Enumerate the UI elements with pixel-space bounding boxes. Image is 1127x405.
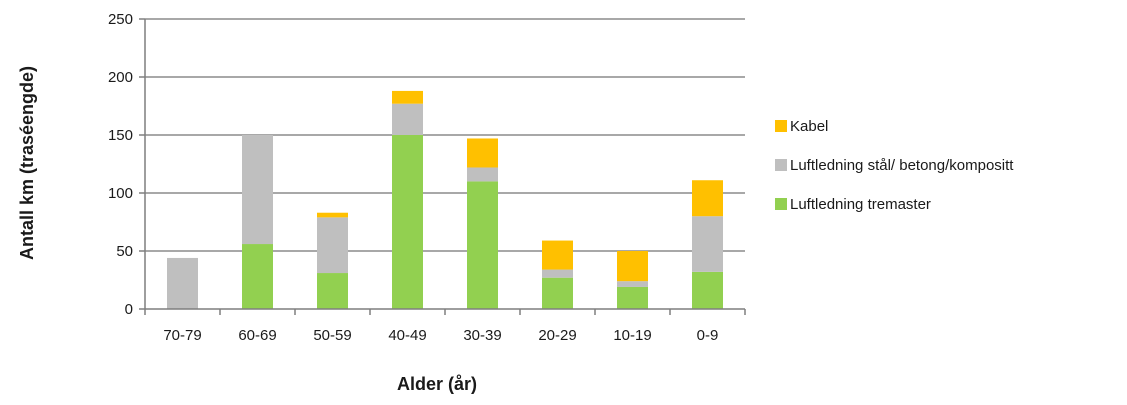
x-tick-label: 40-49: [388, 327, 426, 344]
bar-segment-30-39-series-1: [467, 167, 498, 182]
bar-segment-50-59-series-0: [317, 273, 348, 309]
legend-swatch: [775, 198, 787, 210]
legend-label: Kabel: [790, 118, 828, 135]
bar-segment-0-9-series-0: [692, 271, 723, 309]
bar-segment-10-19-series-0: [617, 286, 648, 309]
y-tick-label: 250: [108, 11, 133, 28]
x-tick-label: 0-9: [697, 327, 719, 344]
bar-segment-10-19-series-1: [617, 281, 648, 287]
x-tick-label: 70-79: [163, 327, 201, 344]
x-axis-title: Alder (år): [397, 374, 477, 394]
axes: 0 50 100 150 200 250 70-79 60-69 50-59 40-49 30-39…: [108, 11, 746, 344]
legend: Kabel Luftledning stål/ betong/kompositt L…: [775, 118, 1014, 213]
bar-segment-50-59-series-1: [317, 217, 348, 274]
legend-swatch: [775, 120, 787, 132]
x-tick-label: 60-69: [238, 327, 276, 344]
y-tick-label: 50: [116, 243, 133, 260]
gridlines: [145, 18, 745, 252]
x-tick-label: 20-29: [538, 327, 576, 344]
bar-segment-60-69-series-0: [242, 244, 273, 309]
bars: [167, 90, 723, 309]
bar-segment-40-49-series-1: [392, 103, 423, 135]
x-tick-label: 10-19: [613, 327, 651, 344]
y-tick-label: 200: [108, 69, 133, 86]
y-tick-label: 100: [108, 185, 133, 202]
bar-segment-70-79-series-1: [167, 257, 198, 309]
legend-swatch: [775, 159, 787, 171]
legend-label: Luftledning stål/ betong/kompositt: [790, 157, 1014, 174]
bar-segment-60-69-series-1: [242, 135, 273, 245]
y-tick-label: 150: [108, 127, 133, 144]
y-axis-title: Antall km (traséengde): [17, 66, 37, 260]
bar-segment-0-9-series-1: [692, 216, 723, 272]
bar-segment-10-19-series-2: [617, 251, 648, 282]
bar-segment-40-49-series-0: [392, 135, 423, 309]
bar-segment-30-39-series-2: [467, 138, 498, 168]
bar-segment-0-9-series-2: [692, 180, 723, 217]
legend-label: Luftledning tremaster: [790, 196, 931, 213]
bar-segment-20-29-series-1: [542, 269, 573, 278]
bar-segment-40-49-series-2: [392, 90, 423, 104]
bar-segment-20-29-series-2: [542, 240, 573, 270]
bar-segment-30-39-series-0: [467, 181, 498, 309]
x-tick-label: 50-59: [313, 327, 351, 344]
bar-segment-50-59-series-2: [317, 212, 348, 218]
bar-segment-20-29-series-0: [542, 277, 573, 309]
x-tick-label: 30-39: [463, 327, 501, 344]
y-tick-label: 0: [125, 301, 133, 318]
